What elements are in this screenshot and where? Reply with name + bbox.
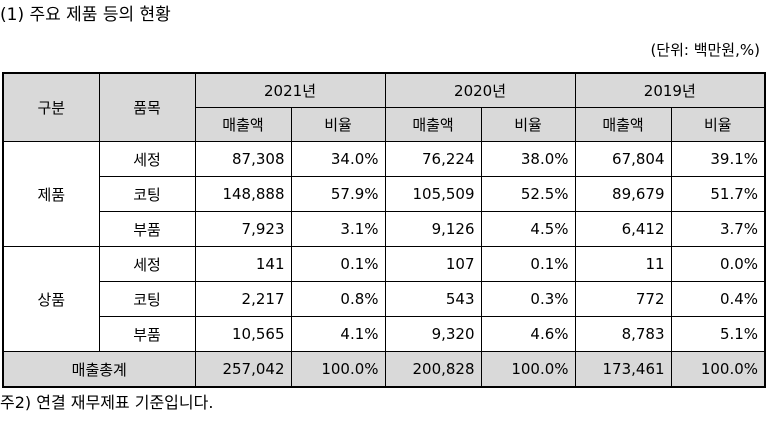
item-label: 코팅 bbox=[98, 176, 196, 212]
total-sales-cell: 173,461 bbox=[574, 351, 672, 388]
total-ratio-cell: 100.0% bbox=[480, 351, 576, 388]
ratio-cell: 0.1% bbox=[290, 246, 386, 282]
ratio-cell: 4.6% bbox=[480, 316, 576, 352]
item-label: 세정 bbox=[98, 246, 196, 282]
header-item: 품목 bbox=[98, 72, 196, 142]
sales-cell: 9,320 bbox=[384, 316, 482, 352]
item-label: 부품 bbox=[98, 316, 196, 352]
header-ratio: 비율 bbox=[480, 107, 576, 142]
ratio-cell: 4.1% bbox=[290, 316, 386, 352]
item-label: 세정 bbox=[98, 141, 196, 177]
ratio-cell: 0.4% bbox=[670, 281, 766, 317]
footnote: 주2) 연결 재무제표 기준입니다. bbox=[0, 393, 214, 412]
header-ratio: 비율 bbox=[670, 107, 766, 142]
sales-cell: 543 bbox=[384, 281, 482, 317]
table-row: 제품 세정 87,308 34.0% 76,224 38.0% 67,804 3… bbox=[2, 141, 766, 247]
header-sales: 매출액 bbox=[574, 107, 672, 142]
ratio-cell: 0.1% bbox=[480, 246, 576, 282]
ratio-cell: 39.1% bbox=[670, 141, 766, 177]
item-label: 코팅 bbox=[98, 281, 196, 317]
table-row: 부품 10,565 4.1% 9,320 4.6% 8,783 5.1% bbox=[3, 316, 766, 352]
sales-cell: 105,509 bbox=[384, 176, 482, 212]
sales-cell: 7,923 bbox=[194, 211, 292, 247]
total-sales-cell: 200,828 bbox=[384, 351, 482, 388]
ratio-cell: 0.8% bbox=[290, 281, 386, 317]
ratio-cell: 3.7% bbox=[670, 211, 766, 247]
sales-cell: 76,224 bbox=[384, 141, 482, 177]
ratio-cell: 0.3% bbox=[480, 281, 576, 317]
sales-cell: 11 bbox=[574, 246, 672, 282]
sales-cell: 10,565 bbox=[194, 316, 292, 352]
sales-cell: 2,217 bbox=[194, 281, 292, 317]
ratio-cell: 38.0% bbox=[480, 141, 576, 177]
sales-cell: 772 bbox=[574, 281, 672, 317]
sales-cell: 87,308 bbox=[194, 141, 292, 177]
ratio-cell: 52.5% bbox=[480, 176, 576, 212]
ratio-cell: 57.9% bbox=[290, 176, 386, 212]
table-row: 부품 7,923 3.1% 9,126 4.5% 6,412 3.7% bbox=[3, 211, 766, 247]
header-category: 구분 bbox=[2, 72, 100, 142]
sales-cell: 141 bbox=[194, 246, 292, 282]
item-label: 부품 bbox=[98, 211, 196, 247]
total-ratio-cell: 100.0% bbox=[670, 351, 766, 388]
sales-cell: 148,888 bbox=[194, 176, 292, 212]
header-year-2020: 2020년 bbox=[384, 72, 576, 108]
product-sales-table: 구분 품목 2021년 2020년 2019년 매출액 비율 매출액 비율 매출… bbox=[2, 72, 767, 388]
sales-cell: 67,804 bbox=[574, 141, 672, 177]
header-year-2019: 2019년 bbox=[574, 72, 766, 108]
unit-label: (단위: 백만원,%) bbox=[650, 41, 760, 59]
sales-cell: 107 bbox=[384, 246, 482, 282]
group-label: 상품 bbox=[2, 246, 100, 352]
header-year-2021: 2021년 bbox=[194, 72, 386, 108]
ratio-cell: 51.7% bbox=[670, 176, 766, 212]
total-ratio-cell: 100.0% bbox=[290, 351, 386, 388]
total-row: 매출총계 257,042 100.0% 200,828 100.0% 173,4… bbox=[2, 351, 766, 388]
sales-cell: 8,783 bbox=[574, 316, 672, 352]
section-title: (1) 주요 제품 등의 현황 bbox=[0, 5, 171, 25]
header-sales: 매출액 bbox=[384, 107, 482, 142]
total-sales-cell: 257,042 bbox=[194, 351, 292, 388]
ratio-cell: 4.5% bbox=[480, 211, 576, 247]
ratio-cell: 0.0% bbox=[670, 246, 766, 282]
ratio-cell: 3.1% bbox=[290, 211, 386, 247]
table-row: 코팅 2,217 0.8% 543 0.3% 772 0.4% bbox=[3, 281, 766, 317]
header-ratio: 비율 bbox=[290, 107, 386, 142]
ratio-cell: 34.0% bbox=[290, 141, 386, 177]
table-row: 코팅 148,888 57.9% 105,509 52.5% 89,679 51… bbox=[3, 176, 766, 212]
total-label: 매출총계 bbox=[2, 351, 196, 388]
header-sales: 매출액 bbox=[194, 107, 292, 142]
group-label: 제품 bbox=[2, 141, 100, 247]
table-row: 상품 세정 141 0.1% 107 0.1% 11 0.0% bbox=[2, 246, 766, 352]
ratio-cell: 5.1% bbox=[670, 316, 766, 352]
sales-cell: 6,412 bbox=[574, 211, 672, 247]
sales-cell: 9,126 bbox=[384, 211, 482, 247]
sales-cell: 89,679 bbox=[574, 176, 672, 212]
